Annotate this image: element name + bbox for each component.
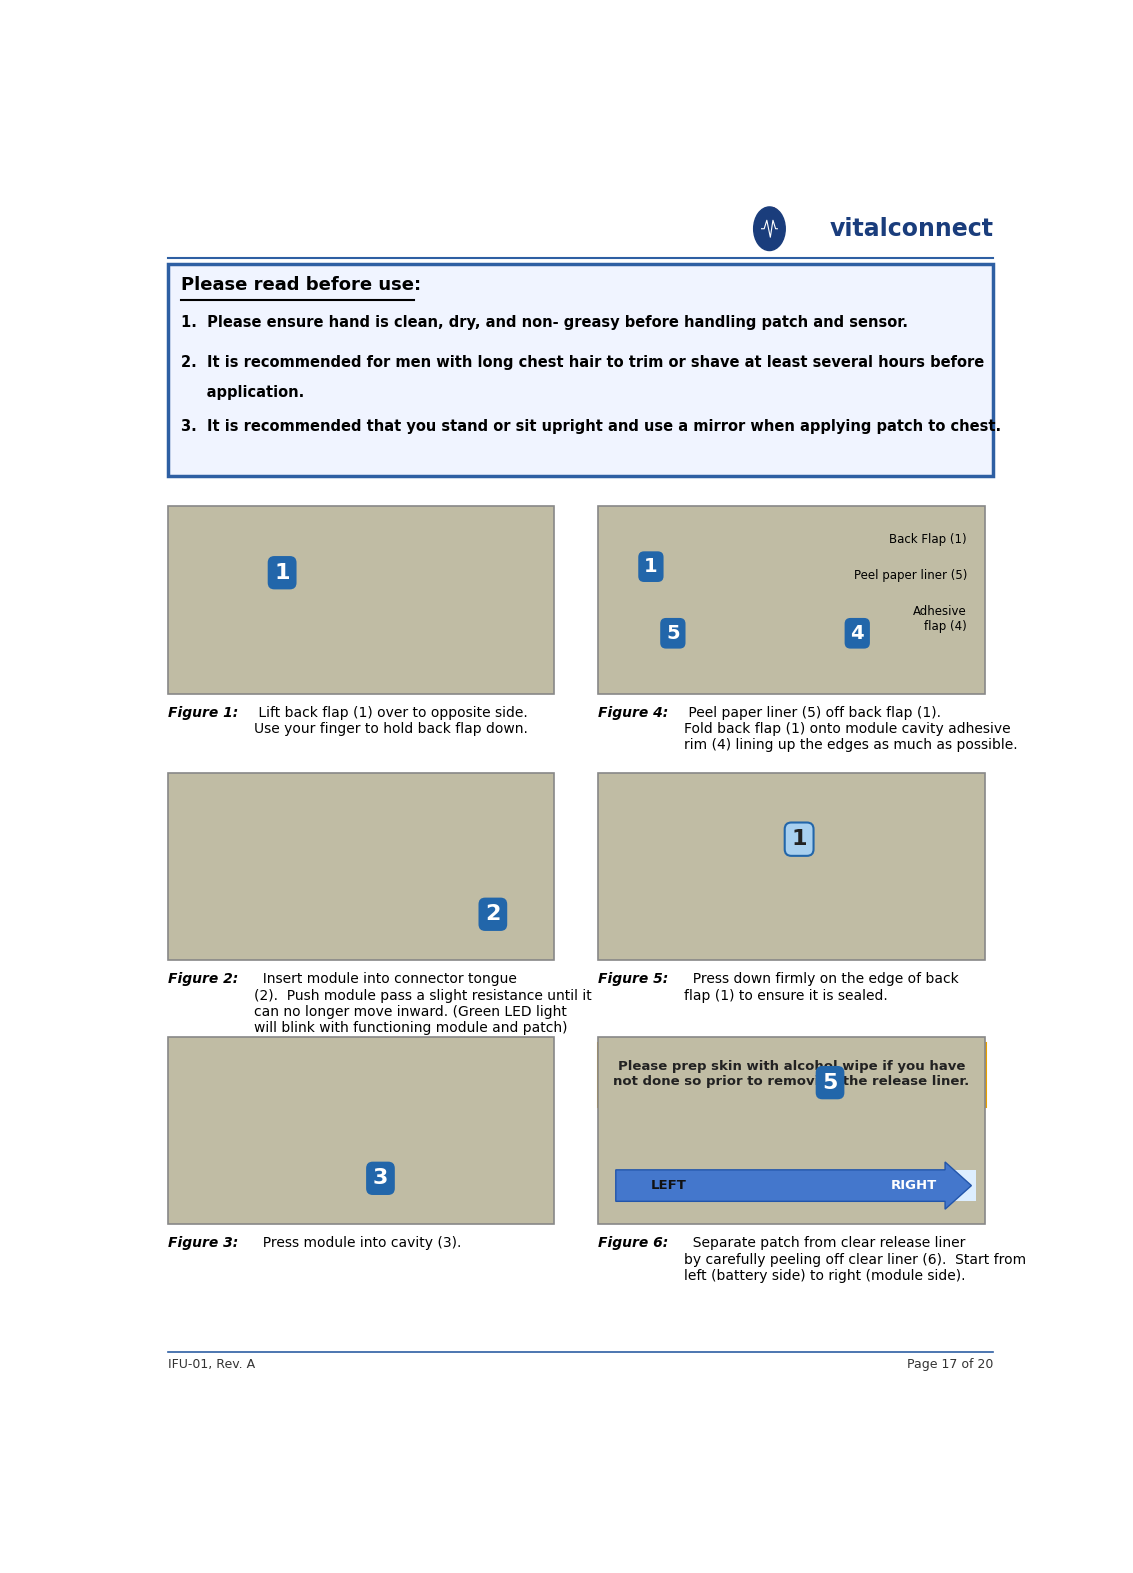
Text: Separate patch from clear release liner
by carefully peeling off clear liner (6): Separate patch from clear release liner … — [684, 1236, 1026, 1284]
Text: 1: 1 — [791, 829, 807, 849]
Text: Figure 5:: Figure 5: — [598, 972, 668, 986]
Text: vitalconnect: vitalconnect — [829, 217, 994, 241]
Text: 3.  It is recommended that you stand or sit upright and use a mirror when applyi: 3. It is recommended that you stand or s… — [181, 418, 1002, 434]
Text: Lift back flap (1) over to opposite side.
Use your finger to hold back flap down: Lift back flap (1) over to opposite side… — [254, 706, 528, 736]
FancyArrow shape — [616, 1162, 971, 1210]
Text: 1: 1 — [644, 557, 658, 576]
FancyBboxPatch shape — [598, 1037, 985, 1224]
Text: 2.  It is recommended for men with long chest hair to trim or shave at least sev: 2. It is recommended for men with long c… — [181, 354, 985, 370]
FancyBboxPatch shape — [616, 1170, 976, 1202]
Text: Figure 2:: Figure 2: — [168, 972, 238, 986]
Text: Peel paper liner (5): Peel paper liner (5) — [853, 569, 968, 582]
Text: 2: 2 — [485, 904, 501, 925]
Text: 1: 1 — [274, 563, 290, 582]
Text: Figure 1:: Figure 1: — [168, 706, 238, 720]
Text: 3: 3 — [373, 1169, 389, 1188]
Text: Back Flap (1): Back Flap (1) — [889, 533, 968, 546]
Text: Press down firmly on the edge of back
flap (1) to ensure it is sealed.: Press down firmly on the edge of back fl… — [684, 972, 959, 1002]
Text: 1.  Please ensure hand is clean, dry, and non- greasy before handling patch and : 1. Please ensure hand is clean, dry, and… — [181, 315, 909, 330]
FancyBboxPatch shape — [168, 507, 554, 694]
Text: application.: application. — [181, 385, 305, 400]
Text: 5: 5 — [666, 624, 680, 643]
FancyBboxPatch shape — [168, 264, 994, 475]
Text: Press module into cavity (3).: Press module into cavity (3). — [254, 1236, 461, 1251]
Circle shape — [753, 208, 785, 250]
Text: Insert module into connector tongue
(2).  Push module pass a slight resistance u: Insert module into connector tongue (2).… — [254, 972, 591, 1035]
Text: Peel paper liner (5) off back flap (1).
Fold back flap (1) onto module cavity ad: Peel paper liner (5) off back flap (1). … — [684, 706, 1017, 752]
Text: Page 17 of 20: Page 17 of 20 — [908, 1357, 994, 1370]
Text: LEFT: LEFT — [650, 1180, 687, 1192]
Text: Figure 6:: Figure 6: — [598, 1236, 668, 1251]
Text: IFU-01, Rev. A: IFU-01, Rev. A — [168, 1357, 255, 1370]
FancyBboxPatch shape — [598, 772, 985, 960]
FancyBboxPatch shape — [168, 772, 554, 960]
Text: Please read before use:: Please read before use: — [181, 275, 421, 294]
FancyBboxPatch shape — [168, 1037, 554, 1224]
Text: Adhesive
flap (4): Adhesive flap (4) — [913, 606, 968, 634]
FancyBboxPatch shape — [598, 507, 985, 694]
Text: 5: 5 — [823, 1073, 837, 1093]
Text: Figure 4:: Figure 4: — [598, 706, 668, 720]
Text: Please prep skin with alcohol wipe if you have
not done so prior to removing the: Please prep skin with alcohol wipe if yo… — [613, 1060, 970, 1089]
Text: 4: 4 — [851, 624, 864, 643]
Text: Figure 3:: Figure 3: — [168, 1236, 238, 1251]
FancyBboxPatch shape — [598, 1043, 985, 1106]
Text: RIGHT: RIGHT — [892, 1180, 937, 1192]
